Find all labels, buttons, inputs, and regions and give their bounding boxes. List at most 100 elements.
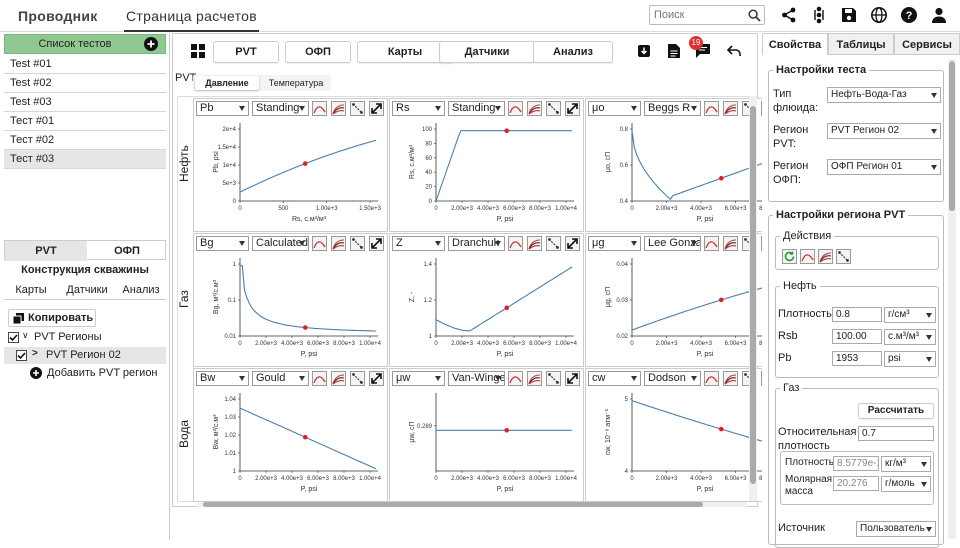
fluid-type-select[interactable]: Нефть-Вода-Газ: [827, 87, 941, 103]
checkbox-checked-icon[interactable]: [8, 332, 19, 343]
single-curve-button[interactable]: [800, 249, 815, 264]
curve-button[interactable]: [704, 101, 719, 116]
gas-density-unit-select[interactable]: кг/м³: [881, 456, 931, 472]
curve-button[interactable]: [704, 236, 719, 251]
ofp-region-select[interactable]: ОФП Регион 01: [827, 159, 941, 175]
subtab-temperature[interactable]: Температура: [268, 78, 324, 88]
density-unit-select[interactable]: г/см³: [884, 307, 936, 323]
correlation-select[interactable]: Dranchuk: [448, 236, 505, 251]
curve-button[interactable]: [312, 371, 327, 386]
expand-button[interactable]: [565, 101, 580, 116]
toolbar-button-analysis[interactable]: Анализ: [533, 41, 613, 63]
test-list-item[interactable]: Test #02: [4, 74, 166, 93]
multi-curve-button[interactable]: [331, 236, 346, 251]
points-button[interactable]: [546, 101, 561, 116]
save-icon[interactable]: [840, 6, 858, 24]
share-icon[interactable]: [780, 6, 798, 24]
curve-button[interactable]: [508, 236, 523, 251]
tab-ofp-left[interactable]: ОФП: [114, 245, 140, 257]
help-icon[interactable]: ?: [900, 6, 918, 24]
toolbar-button-pvt[interactable]: PVT: [213, 41, 279, 63]
tab-maps-left[interactable]: Карты: [15, 284, 47, 296]
parameter-select[interactable]: Z: [392, 236, 445, 251]
tab-properties[interactable]: Свойства: [762, 33, 828, 55]
points-button[interactable]: [350, 371, 365, 386]
tree-item-pvt-region-02[interactable]: > PVT Регион 02: [4, 347, 166, 364]
download-icon[interactable]: [637, 44, 651, 58]
user-icon[interactable]: [930, 6, 948, 24]
molar-mass-unit-select[interactable]: г/моль: [881, 476, 931, 492]
expand-button[interactable]: [369, 101, 384, 116]
horizontal-scrollbar[interactable]: [197, 502, 747, 507]
tab-tables[interactable]: Таблицы: [828, 33, 894, 55]
correlation-select[interactable]: Calculated: [252, 236, 309, 251]
multi-curve-button[interactable]: [723, 236, 738, 251]
multi-curve-button[interactable]: [818, 249, 833, 264]
horizontal-scrollbar-thumb[interactable]: [203, 502, 703, 507]
correlation-select[interactable]: Standing: [252, 101, 309, 116]
right-scrollbar[interactable]: [948, 59, 956, 539]
curve-button[interactable]: [508, 101, 523, 116]
pb-input[interactable]: 1953: [832, 351, 882, 366]
hierarchy-icon[interactable]: [810, 6, 828, 24]
multi-curve-button[interactable]: [331, 371, 346, 386]
expand-button[interactable]: [565, 236, 580, 251]
right-scrollbar-thumb[interactable]: [949, 61, 955, 211]
points-button[interactable]: [836, 249, 851, 264]
rsb-input[interactable]: 100.00: [832, 329, 882, 344]
pb-unit-select[interactable]: psi: [884, 351, 936, 367]
chevron-right-icon[interactable]: >: [32, 348, 38, 359]
parameter-select[interactable]: cw: [588, 371, 641, 386]
checkbox-checked-icon[interactable]: [16, 350, 27, 361]
correlation-select[interactable]: Van-Wingen: [448, 371, 505, 386]
multi-curve-button[interactable]: [723, 371, 738, 386]
add-test-icon[interactable]: [144, 37, 158, 51]
toolbar-button-maps[interactable]: Карты: [357, 41, 453, 63]
undo-icon[interactable]: [727, 45, 741, 57]
nav-tab-explorer[interactable]: Проводник: [18, 8, 98, 24]
tab-sensors-left[interactable]: Датчики: [66, 284, 108, 296]
nav-tab-calc-page[interactable]: Страница расчетов: [124, 0, 259, 32]
calculate-button[interactable]: Рассчитать: [858, 403, 934, 419]
parameter-select[interactable]: μo: [588, 101, 641, 116]
tab-pvt-left[interactable]: PVT: [5, 241, 87, 261]
parameter-select[interactable]: Bw: [196, 371, 249, 386]
source-select[interactable]: Пользователь: [856, 521, 936, 537]
test-list-item[interactable]: Тест #03: [4, 150, 166, 169]
expand-button[interactable]: [565, 371, 580, 386]
density-input[interactable]: 0.8: [832, 307, 882, 322]
add-pvt-region-button[interactable]: Добавить PVT регион: [28, 366, 168, 382]
parameter-select[interactable]: Bg: [196, 236, 249, 251]
toolbar-button-ofp[interactable]: ОФП: [285, 41, 351, 63]
tab-analysis-left[interactable]: Анализ: [122, 284, 160, 296]
parameter-select[interactable]: Rs: [392, 101, 445, 116]
parameter-select[interactable]: Pb: [196, 101, 249, 116]
points-button[interactable]: [546, 236, 561, 251]
tab-services[interactable]: Сервисы: [894, 33, 960, 55]
globe-icon[interactable]: [870, 6, 888, 24]
expand-button[interactable]: [369, 236, 384, 251]
multi-curve-button[interactable]: [527, 236, 542, 251]
test-list-item[interactable]: Тест #01: [4, 112, 166, 131]
refresh-button[interactable]: [782, 249, 797, 264]
tab-well-construction[interactable]: Конструкция скважины: [21, 264, 149, 276]
curve-button[interactable]: [312, 101, 327, 116]
chevron-down-icon[interactable]: ∨: [22, 330, 29, 340]
parameter-select[interactable]: μg: [588, 236, 641, 251]
tree-item-pvt-regions[interactable]: ∨ PVT Регионы: [6, 330, 166, 346]
multi-curve-button[interactable]: [331, 101, 346, 116]
document-icon[interactable]: [668, 44, 680, 58]
vertical-scrollbar[interactable]: [749, 96, 757, 501]
correlation-select[interactable]: Gould: [252, 371, 309, 386]
curve-button[interactable]: [508, 371, 523, 386]
gas-density-input[interactable]: 8.5779e-1: [833, 456, 879, 471]
points-button[interactable]: [350, 101, 365, 116]
subtab-pressure[interactable]: Давление: [195, 76, 259, 90]
molar-mass-input[interactable]: 20.276: [833, 476, 879, 491]
expand-button[interactable]: [369, 371, 384, 386]
search-input[interactable]: [650, 6, 744, 24]
correlation-select[interactable]: Standing: [448, 101, 505, 116]
multi-curve-button[interactable]: [527, 101, 542, 116]
correlation-select[interactable]: Beggs R: [644, 101, 701, 116]
test-list-item[interactable]: Test #03: [4, 93, 166, 112]
